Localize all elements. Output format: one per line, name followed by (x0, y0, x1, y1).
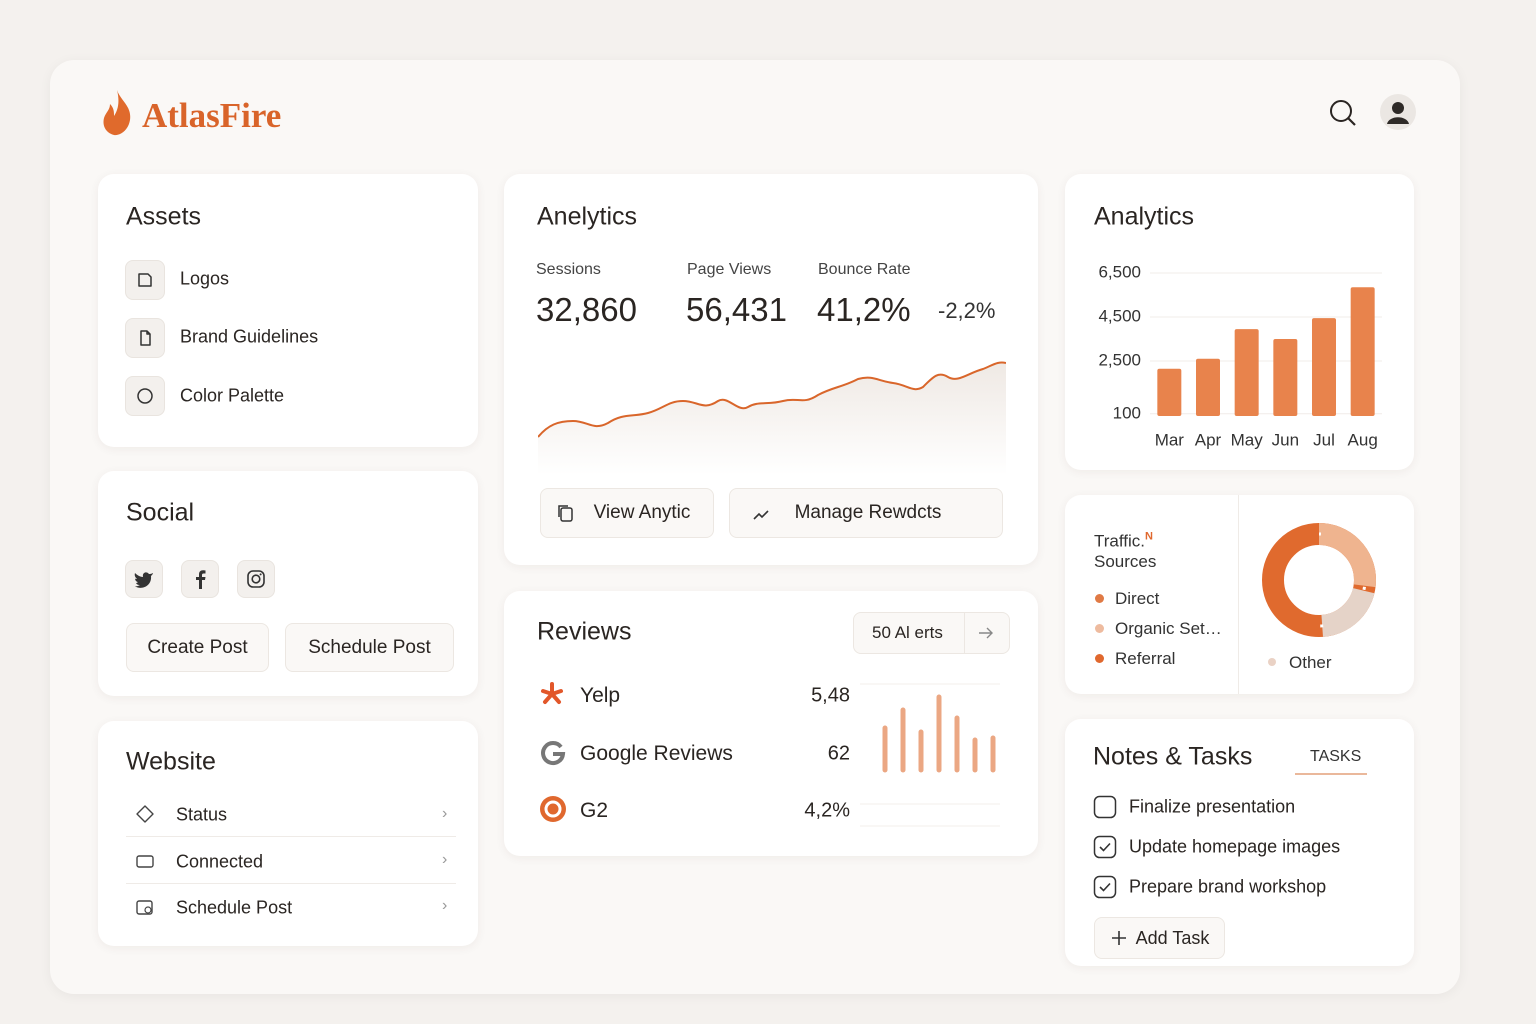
schedule-post-button[interactable]: Schedule Post (285, 623, 454, 672)
sessions-line-chart (538, 361, 1006, 475)
plus-icon (1112, 931, 1126, 945)
card-title: Analytics (1094, 202, 1195, 231)
y-tick-label: 6,500 (1098, 262, 1141, 281)
review-source[interactable]: G2 (580, 799, 609, 822)
task-checkbox[interactable] (1093, 875, 1117, 899)
review-value: 4,2% (804, 799, 850, 822)
bar (1157, 368, 1182, 416)
legend-label: Other (1289, 653, 1332, 672)
view-analytics-button[interactable]: View Anytic (540, 488, 714, 538)
x-tick-label: Apr (1195, 430, 1222, 449)
metric-label: Page Views (687, 261, 772, 278)
reviews-sparkbars (860, 683, 1000, 827)
legend-dot (1095, 594, 1104, 603)
bar (1234, 329, 1259, 416)
create-post-button[interactable]: Create Post (126, 623, 269, 672)
schedule-icon (136, 900, 153, 915)
metric-value: 41,2% (817, 291, 911, 328)
tasks-tab[interactable]: TASKS (1310, 748, 1362, 765)
bar (1273, 339, 1298, 416)
x-tick-label: Mar (1155, 430, 1185, 449)
logo-icon (103, 90, 131, 136)
asset-icon (125, 260, 165, 300)
legend-dot (1095, 654, 1104, 663)
chevron: › (442, 805, 448, 822)
asset-item[interactable]: Logos (180, 268, 230, 289)
legend-label: Direct (1115, 589, 1160, 608)
task-text: Update homepage images (1129, 836, 1341, 857)
bar-chart: 100 2,500 4,500 6,500 Mar Apr May Jun Jul Aug (1098, 262, 1382, 449)
y-tick-label: 100 (1113, 403, 1141, 422)
asset-item[interactable]: Color Palette (180, 385, 285, 406)
instagram-button[interactable] (237, 560, 275, 598)
asset-item[interactable]: Brand Guidelines (180, 326, 319, 347)
website-item[interactable]: Connected (176, 851, 264, 872)
traffic-marker: N (1145, 530, 1153, 543)
card-title: Anelytics (537, 202, 638, 231)
trend-icon (753, 510, 769, 520)
legend-label: Organic Set… (1115, 619, 1222, 638)
bar (1350, 287, 1375, 416)
chevron: › (442, 897, 448, 914)
traffic-title-text: Traffic. (1094, 531, 1146, 551)
divider (1238, 495, 1239, 694)
arrow-icon (979, 627, 993, 639)
status-icon (136, 805, 154, 823)
divider (126, 883, 456, 884)
legend-label: Referral (1115, 649, 1176, 668)
task-checkbox[interactable] (1093, 835, 1117, 859)
metric-label: Bounce Rate (818, 261, 911, 278)
legend-dot (1268, 658, 1276, 666)
divider (126, 836, 456, 837)
traffic-subtitle: Sources (1094, 552, 1157, 571)
review-value: 62 (827, 742, 850, 765)
tab-underline (1295, 773, 1367, 775)
logo-text: AtlasFire (142, 96, 282, 135)
card-title: Notes & Tasks (1093, 742, 1253, 771)
task-checkbox[interactable] (1093, 795, 1117, 819)
x-tick-label: Jul (1313, 430, 1335, 449)
manage-products-button[interactable]: Manage Rewdcts (729, 488, 1003, 538)
x-tick-label: Jun (1272, 430, 1299, 449)
metric-value: 56,431 (686, 291, 787, 328)
card-title: Assets (126, 202, 202, 231)
g2-icon (540, 796, 566, 822)
yelp-icon (541, 682, 563, 704)
metric-label: Sessions (536, 261, 601, 278)
copy-icon (558, 505, 573, 522)
website-item[interactable]: Schedule Post (176, 897, 293, 918)
x-tick-label: Aug (1348, 430, 1378, 449)
search-button[interactable] (1328, 98, 1358, 128)
asset-icon (125, 318, 165, 358)
asset-icon (125, 376, 165, 416)
card-title: Reviews (537, 617, 632, 646)
review-source[interactable]: Google Reviews (580, 742, 733, 765)
metric-value: 32,860 (536, 291, 637, 328)
metric-change: -2,2% (938, 298, 996, 323)
connected-icon (136, 855, 154, 868)
legend-dot (1095, 624, 1104, 633)
avatar[interactable] (1379, 93, 1417, 131)
x-tick-label: May (1231, 430, 1264, 449)
chevron: › (442, 851, 448, 868)
review-value: 5,48 (811, 684, 850, 707)
bar (1312, 318, 1336, 416)
facebook-button[interactable] (181, 560, 219, 598)
website-card (98, 721, 478, 946)
y-tick-label: 4,500 (1098, 306, 1141, 325)
task-text: Finalize presentation (1129, 796, 1296, 817)
traffic-donut (1262, 523, 1376, 637)
divider (964, 612, 965, 654)
twitter-button[interactable] (125, 560, 163, 598)
traffic-title: Traffic.N (1094, 531, 1153, 552)
google-icon (541, 741, 566, 766)
bar (1196, 358, 1220, 416)
task-text: Prepare brand workshop (1129, 876, 1327, 897)
card-title: Social (126, 498, 195, 527)
website-item[interactable]: Status (176, 804, 228, 825)
y-tick-label: 2,500 (1098, 350, 1141, 369)
card-title: Website (126, 747, 216, 776)
review-source[interactable]: Yelp (580, 684, 621, 707)
